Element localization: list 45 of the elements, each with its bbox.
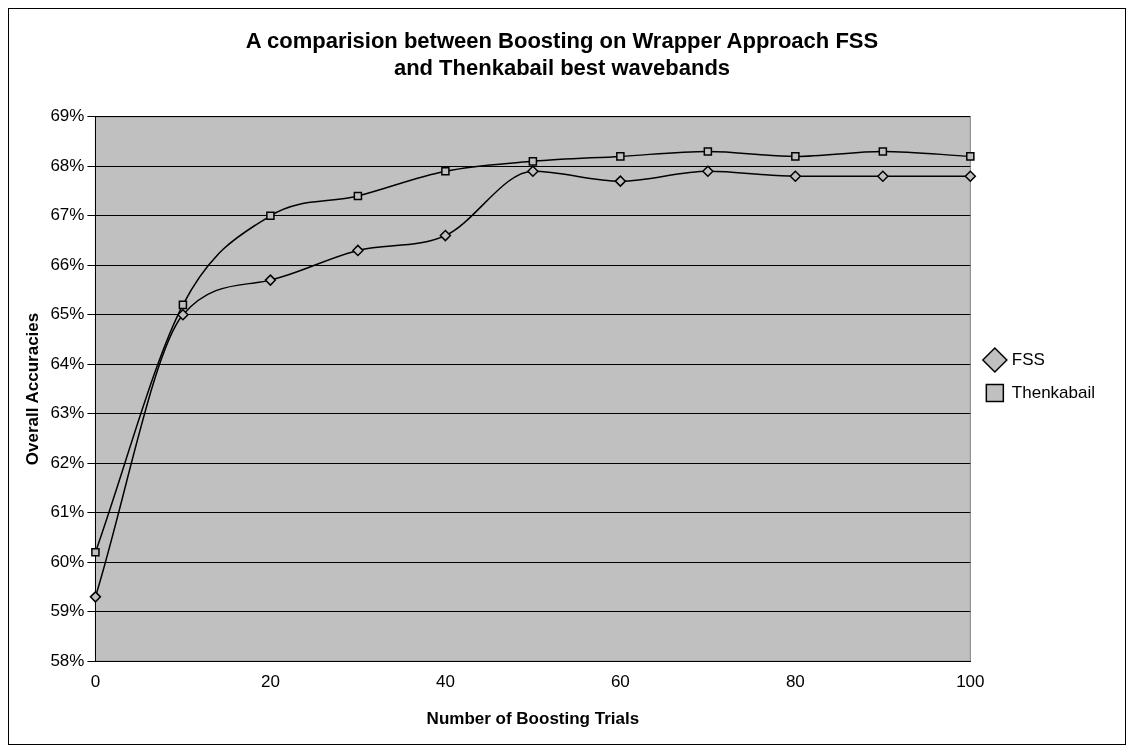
- point: [527, 165, 539, 177]
- point: [266, 211, 275, 221]
- chart-title: A comparision between Boosting on Wrapper Approach FSS and Thenkabail best wavebands: [245, 28, 879, 80]
- point: [178, 300, 188, 310]
- x-tick-label: 80: [785, 672, 805, 692]
- point: [614, 175, 627, 187]
- x-tick-label: 20: [260, 672, 280, 692]
- point: [528, 157, 538, 166]
- point: [702, 165, 714, 177]
- point: [966, 152, 975, 161]
- y-tick-label: 66%: [50, 254, 85, 274]
- y-axis-title: Overall Accuracies: [22, 312, 42, 466]
- y-tick-label: 58%: [50, 650, 85, 670]
- point: [352, 244, 364, 257]
- point: [791, 152, 800, 161]
- x-tick-label: 100: [956, 672, 985, 692]
- point: [264, 274, 277, 286]
- legend-label: Thenkabail: [1011, 382, 1096, 402]
- x-tick-label: 0: [90, 672, 101, 692]
- y-tick-label: 61%: [50, 502, 85, 522]
- x-tick-label: 60: [610, 672, 630, 692]
- y-tick-label: 62%: [50, 452, 85, 472]
- point: [877, 170, 889, 182]
- y-tick-label: 68%: [50, 155, 85, 175]
- point: [353, 191, 363, 201]
- point: [964, 170, 977, 182]
- point: [89, 591, 102, 603]
- y-tick-label: 64%: [50, 353, 85, 373]
- y-tick-label: 63%: [50, 403, 85, 423]
- y-tick-label: 60%: [50, 551, 85, 571]
- point: [439, 229, 452, 242]
- x-tick-label: 40: [435, 672, 455, 692]
- x-axis-title: Number of Boosting Trials: [426, 709, 640, 729]
- y-tick-label: 59%: [50, 601, 85, 621]
- y-tick-label: 65%: [50, 304, 85, 324]
- point: [616, 152, 625, 161]
- point: [789, 170, 802, 182]
- y-tick-label: 67%: [50, 205, 85, 225]
- legend-label: FSS: [1011, 349, 1045, 369]
- point: [878, 147, 888, 156]
- point: [91, 548, 100, 557]
- point: [177, 309, 189, 321]
- y-tick-label: 69%: [50, 106, 85, 126]
- point: [703, 147, 713, 156]
- point: [441, 166, 450, 176]
